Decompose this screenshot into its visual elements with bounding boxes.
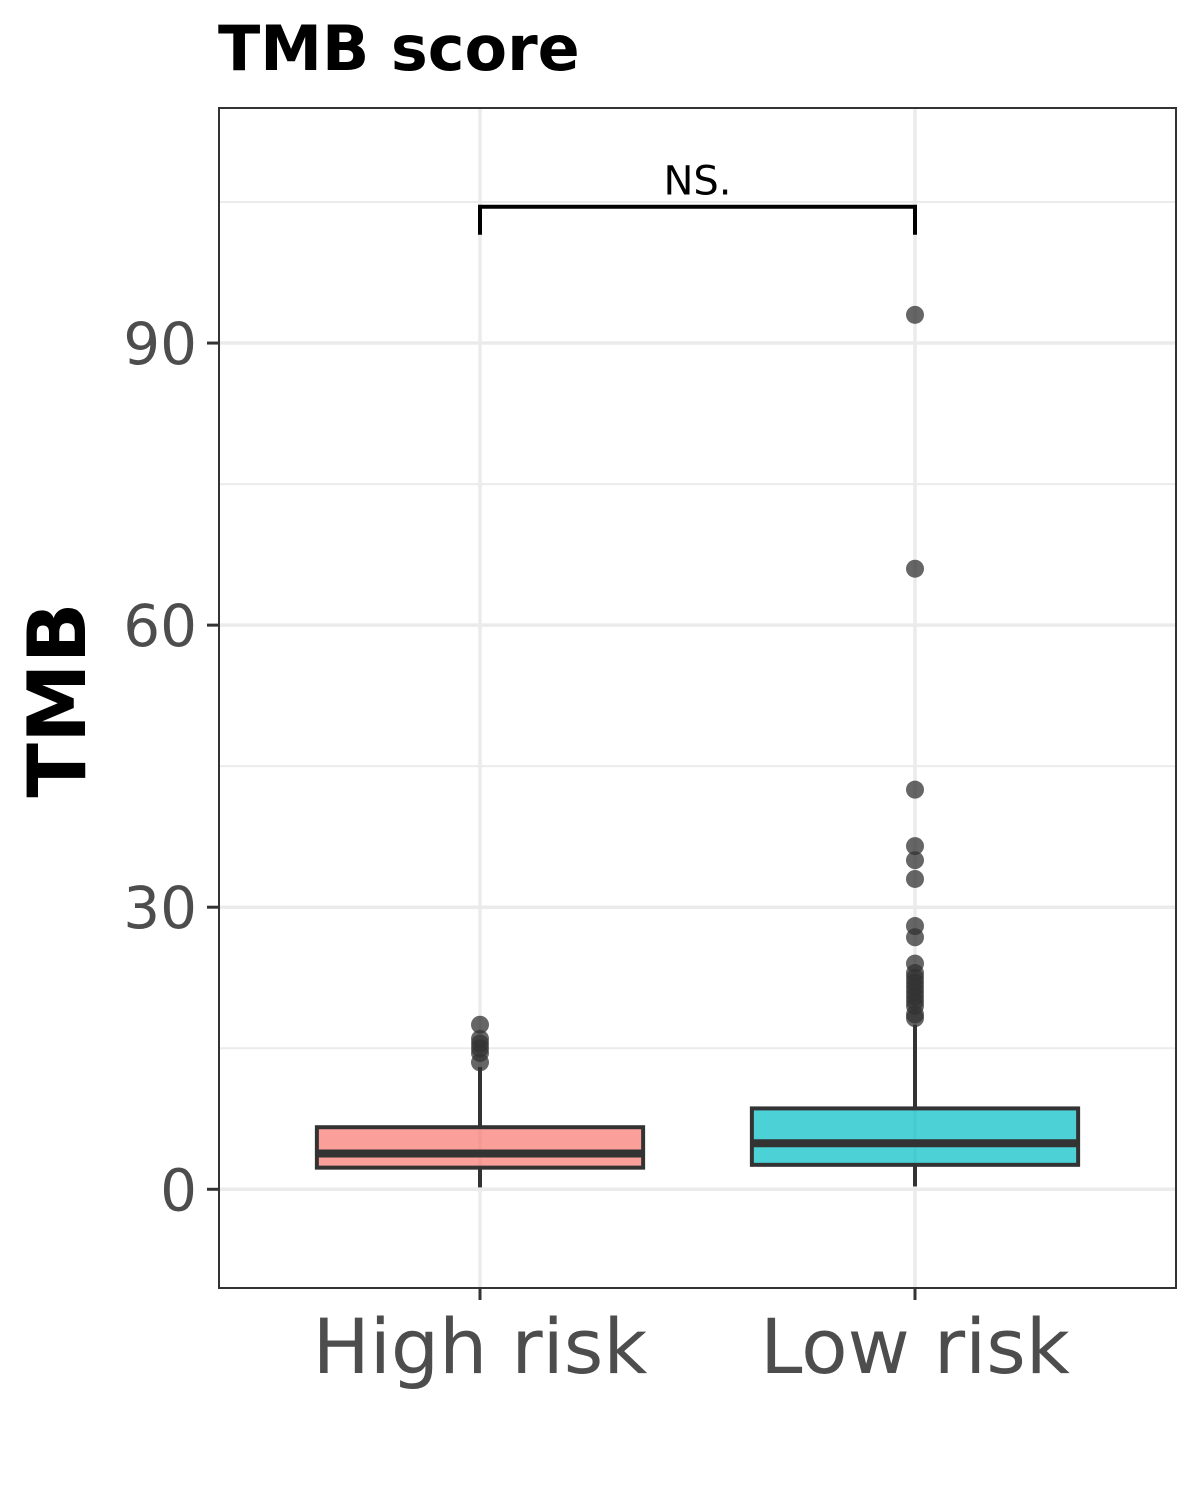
significance-label: NS.: [663, 159, 731, 205]
box-iqr: [749, 1106, 1081, 1167]
y-tick-label: 90: [123, 310, 197, 378]
panel-border: [218, 107, 1177, 1289]
outlier-point: [906, 559, 924, 578]
plot-area: NS. 0 30 60 90 High risk Low risk: [123, 107, 1177, 1391]
outlier-point: [906, 837, 924, 856]
outlier-point: [906, 305, 924, 324]
box-high-risk: [314, 1015, 646, 1188]
box-iqr: [314, 1125, 646, 1170]
outlier-point: [906, 780, 924, 799]
x-tick-label: High risk: [313, 1302, 648, 1391]
outlier-point: [906, 869, 924, 888]
y-axis-label: TMB: [11, 602, 104, 797]
y-tick-label: 30: [123, 874, 197, 942]
x-tick-label: Low risk: [760, 1302, 1070, 1391]
outlier-point: [906, 851, 924, 870]
outlier-point: [906, 954, 924, 973]
outlier-point: [471, 1029, 489, 1048]
outlier-point: [471, 1015, 489, 1034]
y-tick-label: 0: [160, 1156, 197, 1224]
outlier-point: [906, 917, 924, 936]
significance-bracket: [478, 204, 917, 235]
y-tick-label: 60: [123, 592, 197, 660]
panel-background: [219, 108, 1176, 1288]
box-low-risk: [749, 305, 1081, 1187]
chart-title: TMB score: [218, 12, 580, 85]
